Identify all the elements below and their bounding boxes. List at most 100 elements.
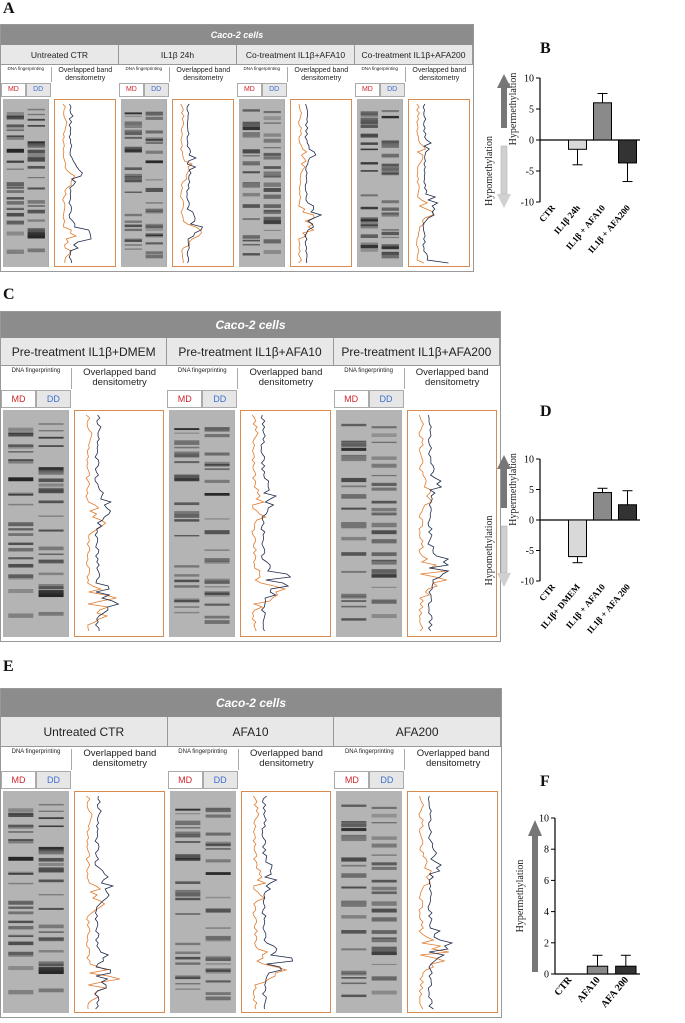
md-lane-label: MD	[333, 390, 369, 408]
condition-header: Untreated CTR	[1, 717, 168, 747]
category-label: CTR	[537, 581, 557, 602]
y-tick-label: 0	[544, 970, 549, 981]
hyper-arrow-shaft	[501, 463, 507, 508]
hyper-arrow-head	[497, 455, 511, 469]
md-lane-label: MD	[237, 83, 262, 97]
bar	[586, 965, 609, 975]
gel-image	[3, 791, 69, 1013]
hypo-arrow-shaft	[500, 145, 508, 195]
y-tick-label: 0	[529, 516, 534, 527]
y-tick-label: 6	[544, 876, 549, 887]
condition-header: IL1β 24h	[119, 45, 237, 65]
dna-fingerprinting-label: DNA fingerprinting	[125, 66, 163, 71]
hyper-arrow-shaft	[501, 82, 507, 128]
dna-fingerprinting-label: DNA fingerprinting	[361, 66, 399, 71]
hypermethylation-label: Hypermethylation	[515, 860, 526, 933]
hypermethylation-label: Hypermethylation	[508, 453, 519, 526]
category-label: AFA10	[575, 975, 603, 1005]
dd-lane-label: DD	[35, 390, 71, 408]
panel-c-gel-figure: Caco-2 cells Pre-treatment IL1β+DMEM DNA f…	[0, 311, 501, 642]
dd-lane-label: DD	[369, 771, 405, 789]
hypomethylation-label: Hypomethylation	[484, 136, 495, 206]
overlapped-band-densitometry-label: Overlapped band densitometry	[237, 748, 335, 770]
panel-e-gel-figure: Caco-2 cells Untreated CTR DNA fingerprint…	[0, 688, 502, 1018]
densitometry-trace-box	[73, 410, 165, 637]
dd-lane-label: DD	[202, 771, 238, 789]
densitometry-trace-box	[240, 410, 331, 637]
overlapped-band-densitometry-label: Overlapped band densitometry	[50, 67, 119, 83]
panel-a-gel-figure: Caco-2 cells Untreated CTR DNA fingerprint…	[0, 24, 474, 272]
bar	[618, 504, 637, 521]
y-tick-label: 8	[544, 845, 549, 856]
gel-image	[169, 410, 236, 637]
gel-image	[3, 99, 49, 267]
hypomethylation-label: Hypomethylation	[484, 516, 495, 586]
y-tick-label: -5	[526, 546, 534, 557]
hypo-arrow-head	[497, 194, 511, 208]
dd-lane-label: DD	[25, 83, 51, 97]
densitometry-trace-box	[53, 99, 116, 267]
densitometry-trace-box	[74, 791, 165, 1013]
hyper-arrow-head	[528, 820, 542, 836]
panel-label-d: D	[540, 403, 552, 420]
overlapped-band-densitometry-label: Overlapped band densitometry	[168, 67, 237, 83]
category-label: CTR	[552, 974, 574, 998]
bar	[593, 102, 612, 141]
panel-label-b: B	[540, 40, 551, 57]
bar	[568, 139, 587, 150]
dna-fingerprinting-label: DNA fingerprinting	[243, 66, 281, 71]
dna-fingerprinting-label: DNA fingerprinting	[178, 749, 227, 755]
dd-lane-label: DD	[202, 390, 238, 408]
condition-header: Co-treatment IL1β+AFA10	[237, 45, 355, 65]
dna-fingerprinting-label: DNA fingerprinting	[11, 368, 61, 374]
dd-lane-label: DD	[368, 390, 404, 408]
panel-label-a: A	[3, 0, 15, 17]
gel-image	[3, 410, 69, 637]
hyper-arrow-head	[497, 74, 511, 88]
category-label: AFA 200	[599, 975, 631, 1010]
dd-lane-label: DD	[143, 83, 169, 97]
condition-header: AFA200	[334, 717, 501, 747]
y-tick-label: -10	[521, 198, 534, 209]
condition-header: Pre-treatment IL1β+AFA10	[167, 338, 334, 366]
overlapped-band-densitometry-label: Overlapped band densitometry	[71, 748, 168, 770]
category-label: CTR	[537, 202, 557, 223]
hypermethylation-label: Hypermethylation	[508, 73, 519, 146]
gel-image	[336, 791, 403, 1013]
y-tick-label: 10	[524, 74, 534, 85]
bar	[615, 965, 637, 975]
dna-fingerprinting-label: DNA fingerprinting	[7, 66, 45, 71]
panel-label-c: C	[3, 286, 15, 303]
hypo-arrow-head	[497, 573, 511, 587]
dna-fingerprinting-label: DNA fingerprinting	[344, 368, 393, 374]
condition-header: Pre-treatment IL1β+AFA200	[333, 338, 500, 366]
y-tick-label: 0	[529, 136, 534, 147]
bar	[593, 492, 612, 521]
panel-banner: Caco-2 cells	[1, 689, 501, 717]
densitometry-trace-box	[406, 410, 497, 637]
densitometry-trace-box	[171, 99, 234, 267]
overlapped-band-densitometry-label: Overlapped band densitometry	[404, 748, 501, 770]
md-lane-label: MD	[1, 390, 36, 408]
overlapped-band-densitometry-label: Overlapped band densitometry	[404, 67, 473, 83]
densitometry-trace-box	[289, 99, 352, 267]
md-lane-label: MD	[334, 771, 370, 789]
densitometry-trace-box	[407, 791, 498, 1013]
hyper-arrow-shaft	[532, 832, 538, 972]
gel-image	[335, 410, 402, 637]
overlapped-band-densitometry-label: Overlapped band densitometry	[237, 367, 333, 389]
y-tick-label: -5	[526, 167, 534, 178]
dna-fingerprinting-label: DNA fingerprinting	[11, 749, 61, 755]
condition-header: Untreated CTR	[1, 45, 119, 65]
panel-label-e: E	[3, 658, 14, 675]
densitometry-trace-box	[407, 99, 470, 267]
panel-banner: Caco-2 cells	[1, 312, 500, 338]
md-lane-label: MD	[1, 771, 36, 789]
y-tick-label: 5	[529, 485, 534, 496]
condition-header: AFA10	[167, 717, 335, 747]
dna-fingerprinting-label: DNA fingerprinting	[344, 749, 394, 755]
overlapped-band-densitometry-label: Overlapped band densitometry	[70, 367, 167, 389]
y-tick-label: 4	[544, 907, 549, 918]
